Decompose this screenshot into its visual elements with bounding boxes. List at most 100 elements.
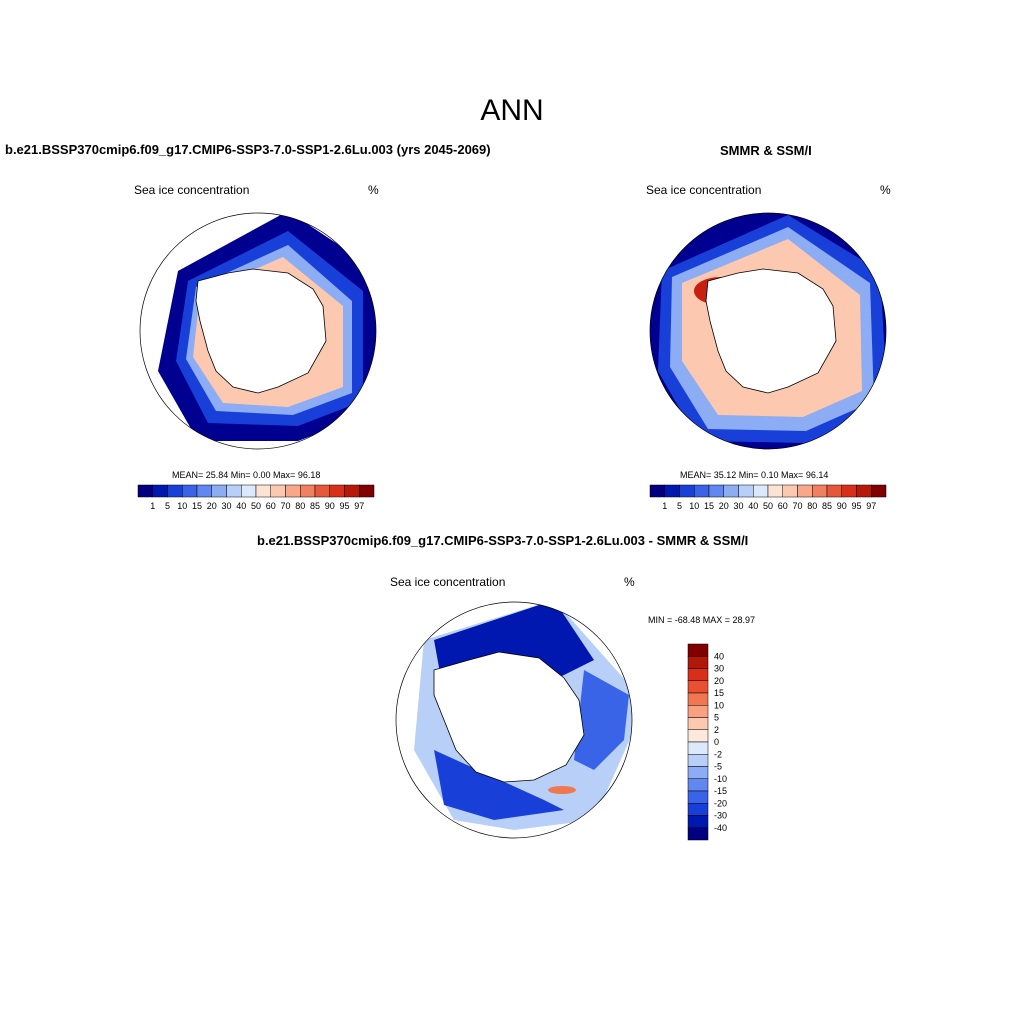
panel-1-colorbar-swatch <box>300 484 316 498</box>
panel-3-colorbar-swatch <box>687 790 709 804</box>
panel-1-colorbar-swatch <box>167 484 183 498</box>
panel-1-colorbar-swatch <box>255 484 271 498</box>
panel-3-colorbar-swatch <box>687 778 709 792</box>
panel-1-colorbar-swatch <box>329 484 345 498</box>
panel-3-colorbar-tick-label: 10 <box>714 700 724 710</box>
panel-1-colorbar-swatch <box>314 484 330 498</box>
panel-2-colorbar-tick-label: 95 <box>851 501 861 511</box>
panel-2-colorbar-swatch <box>723 484 739 498</box>
panel-1-colorbar-tick-label: 1 <box>150 501 155 511</box>
panel-3-diff-east <box>574 670 629 770</box>
figure-title: ANN <box>480 94 544 127</box>
panel-1-colorbar-tick-label: 85 <box>310 501 320 511</box>
panel-2-colorbar-swatch <box>753 484 769 498</box>
panel-1-map <box>139 212 377 450</box>
panel-1-colorbar-tick-label: 80 <box>295 501 305 511</box>
panel-1-colorbar-tick-label: 5 <box>165 501 170 511</box>
panel-2-colorbar-tick-label: 70 <box>792 501 802 511</box>
panel-2-units-label: % <box>880 183 891 197</box>
panel-2-colorbar-swatch <box>708 484 724 498</box>
panel-3-colorbar-tick-label: 5 <box>714 713 719 723</box>
panel-3-antarctica <box>433 651 585 783</box>
panel-1-stats: MEAN= 25.84 Min= 0.00 Max= 96.18 <box>172 470 321 480</box>
panel-2-colorbar-swatch <box>841 484 857 498</box>
panel-3-variable-label: Sea ice concentration <box>390 575 506 589</box>
panel-3-colorbar-tick-label: -40 <box>714 823 727 833</box>
panel-2-colorbar-tick-label: 15 <box>704 501 714 511</box>
panel-3-colorbar-swatch <box>687 754 709 767</box>
panel-1-colorbar-tick-label: 20 <box>207 501 217 511</box>
panel-1-colorbar-tick-label: 97 <box>354 501 364 511</box>
panel-3-colorbar-tick-label: -5 <box>714 762 722 772</box>
panel-3-colorbar-tick-label: -2 <box>714 749 722 759</box>
panel-1-map-boundary <box>139 212 377 450</box>
panel-2-colorbar-swatch <box>812 484 828 498</box>
panel-3-colorbar-tick-label: -20 <box>714 798 727 808</box>
panel-1-colorbar-tick-label: 95 <box>339 501 349 511</box>
panel-2-colorbar-tick-label: 80 <box>807 501 817 511</box>
panel-2-colorbar-swatch <box>649 484 665 498</box>
panel-1-colorbar-swatch <box>241 484 257 498</box>
panel-1-colorbar-tick-label: 70 <box>280 501 290 511</box>
panel-2-colorbar-swatch <box>694 484 710 498</box>
panel-3-colorbar-swatch <box>687 680 709 694</box>
panel-1-colorbar-tick-label: 15 <box>192 501 202 511</box>
panel-2-variable-label: Sea ice concentration <box>646 183 762 197</box>
panel-2-colorbar-swatch <box>767 484 783 498</box>
panel-2-colorbar-swatch <box>826 484 842 498</box>
panel-3-diff-ross <box>434 750 564 820</box>
panel-3-colorbar-tick-label: 2 <box>714 725 719 735</box>
panel-2-colorbar-swatch <box>856 484 872 498</box>
panel-1-colorbar-swatch <box>226 484 242 498</box>
panel-3-colorbar-swatch <box>687 705 709 718</box>
panel-1-antarctica <box>195 268 327 394</box>
panel-2-colorbar-swatch <box>664 484 680 498</box>
panel-2-stats: MEAN= 35.12 Min= 0.10 Max= 96.14 <box>680 470 829 480</box>
panel-3-colorbar-tick-label: 15 <box>714 688 724 698</box>
panel-1-variable-label: Sea ice concentration <box>134 183 250 197</box>
panel-1-colorbar-swatch <box>285 484 301 498</box>
panel-2-colorbar-tick-label: 85 <box>822 501 832 511</box>
panel-3-colorbar-swatch <box>687 643 709 657</box>
panel-1-colorbar-tick-label: 90 <box>325 501 335 511</box>
panel-3-stats: MIN = -68.48 MAX = 28.97 <box>648 615 756 625</box>
panel-3-colorbar-tick-label: 30 <box>714 664 724 674</box>
panel-1-colorbar-swatch <box>182 484 198 498</box>
panel-3-title: b.e21.BSSP370cmip6.f09_g17.CMIP6-SSP3-7.… <box>257 533 749 548</box>
panel-2-colorbar-tick-label: 97 <box>866 501 876 511</box>
panel-3-colorbar-tick-label: 0 <box>714 737 719 747</box>
panel-1-colorbar-tick-label: 50 <box>251 501 261 511</box>
panel-1-colorbar: 1 5 10 15 20 30 40 50 60 70 80 85 90 95 97 <box>137 484 375 511</box>
panel-2-title: SMMR & SSM/I <box>720 143 812 158</box>
panel-2-antarctica <box>705 268 837 394</box>
panel-2-colorbar-tick-label: 10 <box>689 501 699 511</box>
panel-1-colorbar-tick-label: 60 <box>266 501 276 511</box>
panel-3-colorbar-swatch <box>687 827 709 841</box>
panel-1-colorbar-tick-label: 10 <box>177 501 187 511</box>
panel-2-colorbar-tick-label: 50 <box>763 501 773 511</box>
panel-1-colorbar-swatch <box>137 484 153 498</box>
panel-1-colorbar-swatch <box>344 484 360 498</box>
panel-2-colorbar-tick-label: 40 <box>748 501 758 511</box>
panel-1-colorbar-tick-label: 30 <box>221 501 231 511</box>
panel-1-colorbar-swatch <box>359 484 375 498</box>
panel-1-units-label: % <box>368 183 379 197</box>
panel-1-colorbar-swatch <box>211 484 227 498</box>
panel-3-colorbar-swatch <box>687 656 709 669</box>
panel-3-map-boundary <box>395 601 633 839</box>
panel-2-colorbar-swatch <box>782 484 798 498</box>
panel-2-colorbar-tick-label: 20 <box>719 501 729 511</box>
panel-3-colorbar-swatch <box>687 668 709 681</box>
panel-2-colorbar-tick-label: 30 <box>733 501 743 511</box>
panel-3-colorbar-swatch <box>687 692 709 706</box>
panel-3-colorbar-tick-label: 20 <box>714 676 724 686</box>
panel-2-colorbar-tick-label: 1 <box>662 501 667 511</box>
panel-3-colorbar-tick-label: 40 <box>714 651 724 661</box>
panel-1-colorbar-swatch <box>270 484 286 498</box>
panel-1-title: b.e21.BSSP370cmip6.f09_g17.CMIP6-SSP3-7.… <box>5 142 491 157</box>
panel-2-map-boundary <box>649 212 887 450</box>
panel-3-positive-anomaly <box>548 786 576 794</box>
panel-1-colorbar-tick-label: 40 <box>236 501 246 511</box>
panel-2-colorbar-swatch <box>797 484 813 498</box>
